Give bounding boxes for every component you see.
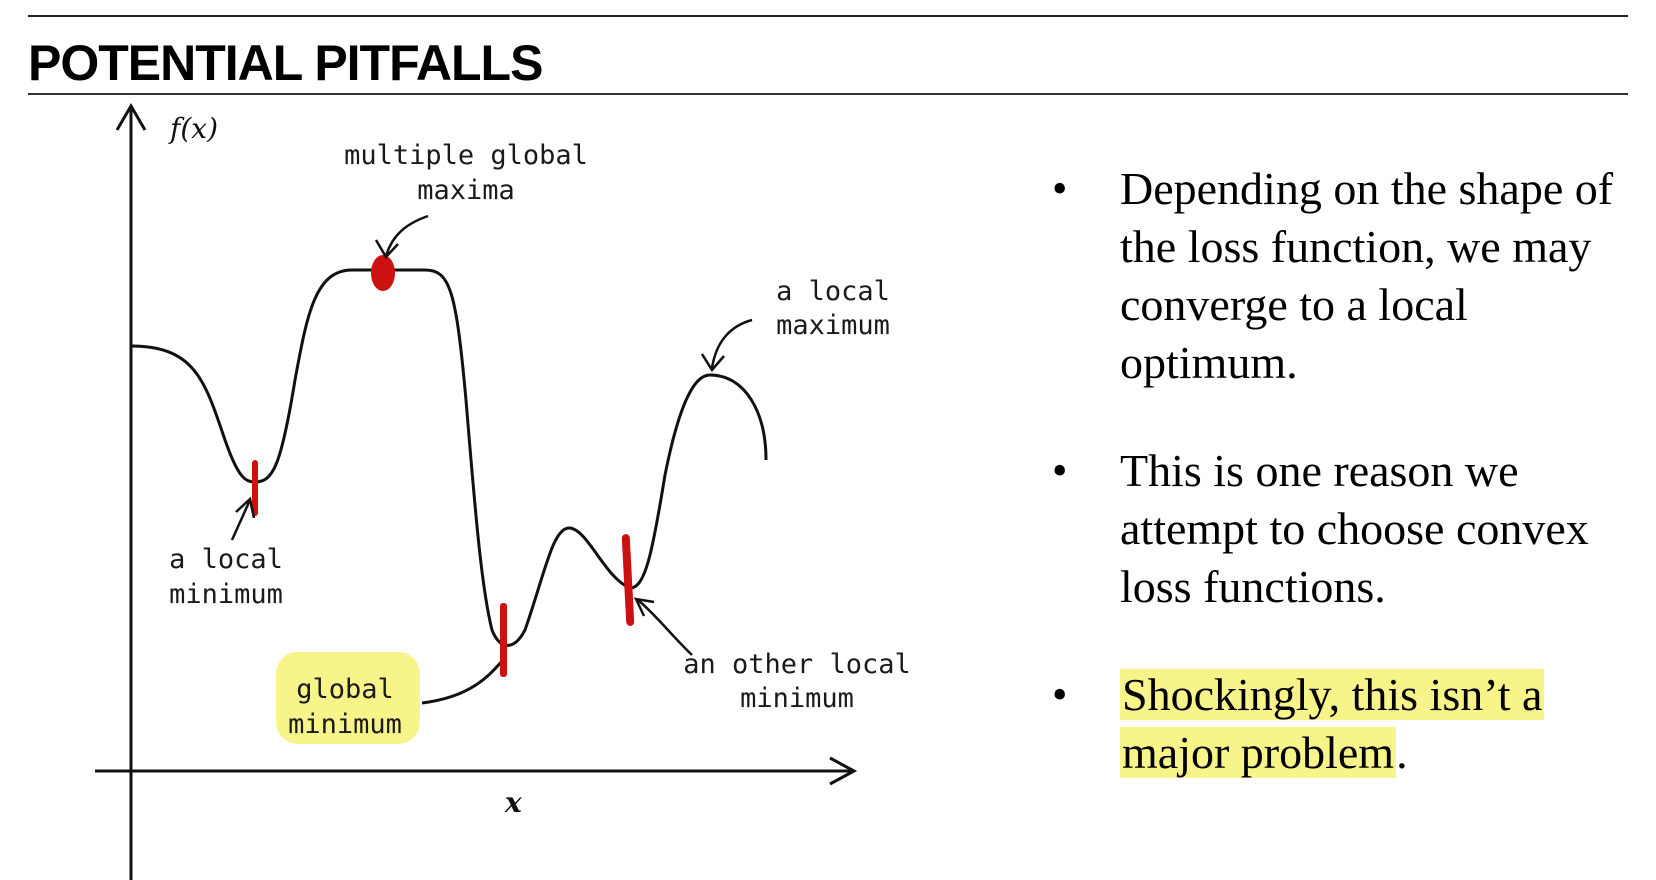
other-min-arrow [637, 599, 693, 656]
x-axis-arrowhead [829, 756, 858, 786]
bullet-1-text: Depending on the shape of the loss funct… [1120, 163, 1614, 388]
other-min-label-line2: minimum [740, 683, 854, 714]
top-rule [28, 15, 1628, 17]
global-min-label-line1: global [296, 674, 394, 705]
global-max-arrow [384, 214, 429, 257]
bullet-list: Depending on the shape of the loss funct… [1040, 160, 1640, 832]
local-minimum-marker [252, 460, 258, 516]
bullet-3-highlighted-text: Shockingly, this isn’t a major problem [1120, 669, 1545, 778]
global-minimum-highlight [276, 652, 420, 744]
bullet-3-tail: . [1396, 727, 1408, 778]
global-minimum-connector [421, 659, 505, 705]
local-max-label-line1: a local [776, 276, 890, 307]
local-min-label-line1: a local [169, 544, 283, 575]
bullet-converge-local-optimum: Depending on the shape of the loss funct… [1040, 160, 1640, 392]
global-max-label-line1: multiple global [344, 140, 588, 171]
global-maximum-marker [371, 255, 395, 291]
local-max-arrow [710, 318, 753, 369]
local-min-arrow [230, 499, 252, 541]
y-axis-label: f(x) [168, 112, 218, 145]
local-max-arrowhead [700, 353, 725, 373]
other-min-arrowhead [633, 597, 655, 617]
global-minimum-marker [500, 603, 507, 677]
bullet-convex-loss: This is one reason we attempt to choose … [1040, 442, 1640, 616]
x-axis-label: x [504, 786, 522, 819]
title-underline [28, 93, 1628, 95]
local-min-label-line2: minimum [169, 579, 283, 610]
global-max-label-line2: maxima [417, 175, 515, 206]
other-local-minimum-marker [621, 534, 635, 626]
bullet-2-text: This is one reason we attempt to choose … [1120, 445, 1589, 612]
bullet-not-major-problem: Shockingly, this isn’t a major problem. [1040, 666, 1640, 782]
y-axis-arrowhead [115, 103, 147, 131]
slide-title: POTENTIAL PITFALLS [28, 35, 543, 91]
global-min-label-line2: minimum [288, 709, 402, 740]
global-max-arrowhead [374, 239, 399, 260]
loss-function-diagram: f(x) x multiple global maxima a local ma… [95, 103, 911, 880]
other-min-label-line1: an other local [683, 649, 911, 680]
local-max-label-line2: maximum [776, 310, 890, 341]
local-min-arrowhead [235, 496, 256, 519]
loss-curve [130, 268, 768, 647]
